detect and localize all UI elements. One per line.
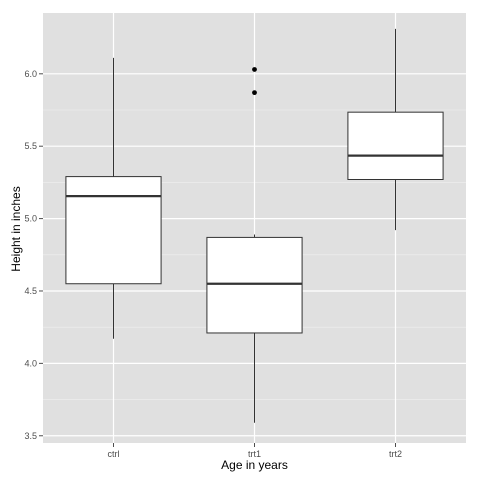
box-trt2 <box>347 28 444 231</box>
box-ctrl <box>65 57 162 339</box>
box-iqr <box>206 236 303 334</box>
y-tick-label: 5.0 <box>24 214 37 224</box>
y-tick-label: 6.0 <box>24 69 37 79</box>
boxes <box>65 28 444 423</box>
x-axis-ticks: ctrl trt1 trt2 <box>108 443 402 459</box>
outlier-point <box>252 67 257 72</box>
y-tick-label: 3.5 <box>24 431 37 441</box>
y-tick-label: 5.5 <box>24 141 37 151</box>
x-tick-label: trt1 <box>248 449 261 459</box>
box-trt1 <box>206 67 303 423</box>
box-iqr <box>347 111 444 180</box>
outlier-point <box>252 90 257 96</box>
x-tick-label: trt2 <box>389 449 402 459</box>
y-axis-title: Height in inches <box>9 186 23 271</box>
y-tick-label: 4.0 <box>24 358 37 368</box>
x-tick-label: ctrl <box>108 449 120 459</box>
box-iqr <box>65 176 162 285</box>
y-axis-ticks: 3.5 4.0 4.5 5.0 5.5 6.0 <box>24 69 43 441</box>
x-axis-title: Age in years <box>221 458 288 472</box>
y-tick-label: 4.5 <box>24 286 37 296</box>
